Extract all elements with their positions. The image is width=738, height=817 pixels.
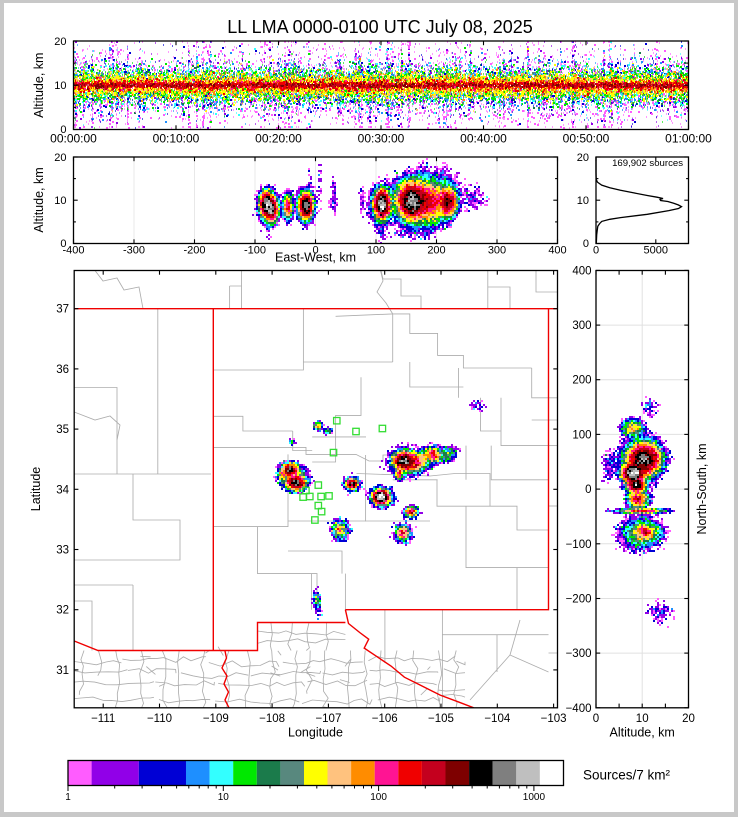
svg-text:37: 37 bbox=[56, 304, 69, 316]
svg-text:00:50:00: 00:50:00 bbox=[563, 132, 610, 146]
svg-text:Longitude: Longitude bbox=[288, 726, 343, 740]
svg-text:−106: −106 bbox=[372, 713, 398, 725]
svg-text:31: 31 bbox=[56, 665, 69, 677]
svg-text:−400: −400 bbox=[566, 703, 592, 715]
svg-text:100: 100 bbox=[367, 245, 385, 257]
svg-text:−104: −104 bbox=[484, 713, 511, 725]
svg-text:10: 10 bbox=[577, 195, 589, 207]
svg-text:32: 32 bbox=[56, 605, 69, 617]
svg-text:00:20:00: 00:20:00 bbox=[255, 132, 302, 146]
svg-text:33: 33 bbox=[56, 545, 69, 557]
svg-text:00:00:00: 00:00:00 bbox=[50, 132, 97, 146]
svg-text:10: 10 bbox=[636, 713, 649, 725]
svg-text:−103: −103 bbox=[541, 713, 567, 725]
svg-text:100: 100 bbox=[572, 429, 591, 441]
svg-text:Altitude, km: Altitude, km bbox=[32, 167, 46, 232]
svg-text:5000: 5000 bbox=[644, 245, 668, 257]
svg-text:-200: -200 bbox=[183, 245, 205, 257]
svg-text:East-West, km: East-West, km bbox=[275, 251, 356, 265]
svg-text:−300: −300 bbox=[566, 648, 592, 660]
svg-text:200: 200 bbox=[572, 375, 591, 387]
svg-text:−109: −109 bbox=[203, 713, 229, 725]
svg-text:300: 300 bbox=[488, 245, 506, 257]
svg-text:LL LMA 0000-0100 UTC July 08,: LL LMA 0000-0100 UTC July 08, 2025 bbox=[227, 17, 533, 37]
svg-text:00:10:00: 00:10:00 bbox=[153, 132, 200, 146]
svg-text:00:40:00: 00:40:00 bbox=[460, 132, 507, 146]
svg-text:Latitude: Latitude bbox=[29, 467, 43, 512]
svg-text:10: 10 bbox=[218, 792, 230, 803]
svg-text:0: 0 bbox=[585, 484, 591, 496]
svg-text:Altitude, km: Altitude, km bbox=[610, 726, 675, 740]
svg-text:0: 0 bbox=[593, 245, 599, 257]
svg-text:300: 300 bbox=[572, 320, 591, 332]
svg-text:North-South, km: North-South, km bbox=[695, 443, 709, 534]
svg-text:01:00:00: 01:00:00 bbox=[665, 132, 712, 146]
svg-text:100: 100 bbox=[370, 792, 387, 803]
svg-text:400: 400 bbox=[548, 245, 566, 257]
svg-text:20: 20 bbox=[577, 152, 589, 164]
svg-text:Sources/7 km²: Sources/7 km² bbox=[583, 768, 671, 783]
svg-text:0: 0 bbox=[583, 238, 589, 250]
svg-text:0: 0 bbox=[60, 238, 66, 250]
svg-text:36: 36 bbox=[56, 364, 69, 376]
svg-text:−107: −107 bbox=[315, 713, 341, 725]
svg-text:−100: −100 bbox=[566, 539, 592, 551]
svg-text:−200: −200 bbox=[566, 594, 592, 606]
svg-text:34: 34 bbox=[56, 484, 69, 496]
svg-text:−110: −110 bbox=[147, 713, 172, 725]
svg-text:-100: -100 bbox=[244, 245, 266, 257]
svg-text:−111: −111 bbox=[91, 713, 115, 725]
svg-text:1000: 1000 bbox=[523, 792, 546, 803]
svg-text:00:30:00: 00:30:00 bbox=[358, 132, 405, 146]
svg-text:Altitude, km: Altitude, km bbox=[32, 53, 46, 118]
svg-text:1: 1 bbox=[65, 792, 71, 803]
svg-text:0: 0 bbox=[60, 124, 66, 136]
svg-text:400: 400 bbox=[572, 265, 591, 277]
svg-text:20: 20 bbox=[682, 713, 695, 725]
svg-text:35: 35 bbox=[56, 424, 69, 436]
svg-text:−105: −105 bbox=[428, 713, 454, 725]
svg-text:169,902 sources: 169,902 sources bbox=[612, 158, 683, 169]
svg-text:-300: -300 bbox=[123, 245, 145, 257]
svg-text:20: 20 bbox=[54, 36, 66, 48]
svg-text:10: 10 bbox=[54, 80, 66, 92]
svg-text:−108: −108 bbox=[259, 713, 285, 725]
svg-text:0: 0 bbox=[312, 245, 318, 257]
svg-text:10: 10 bbox=[54, 195, 66, 207]
svg-text:20: 20 bbox=[54, 152, 66, 164]
svg-text:200: 200 bbox=[427, 245, 445, 257]
svg-text:-400: -400 bbox=[62, 245, 84, 257]
svg-text:0: 0 bbox=[593, 713, 599, 725]
